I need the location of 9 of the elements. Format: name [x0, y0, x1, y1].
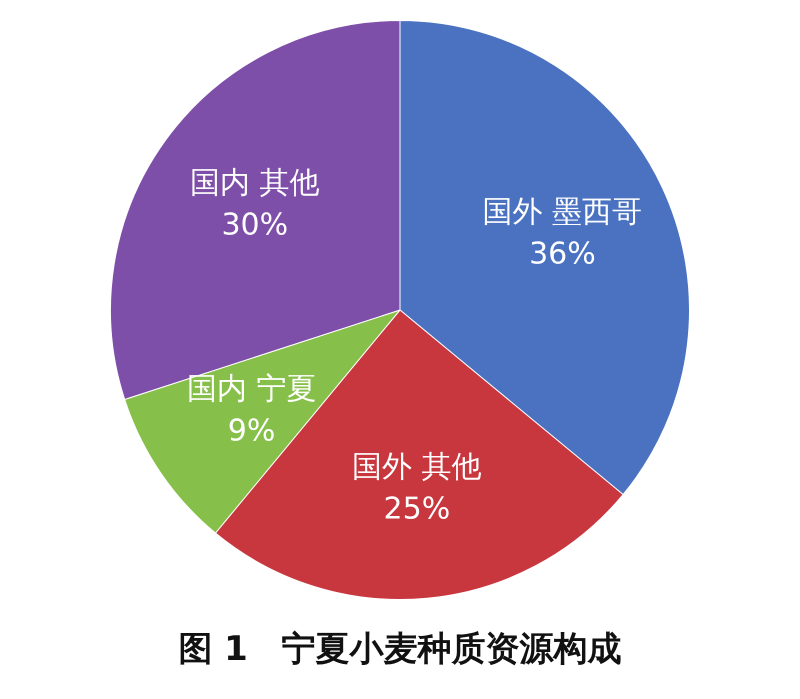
data-label: 30%: [221, 207, 288, 242]
data-label: 25%: [384, 491, 450, 526]
slice-label: 国内 其他: [190, 165, 320, 200]
data-label: 9%: [228, 414, 276, 449]
slice-label: 国外 其他: [352, 449, 482, 484]
text: 图 1 宁夏小麦种质资源构成: [177, 628, 623, 671]
data-label: 36%: [529, 236, 596, 272]
slice-label: 国内 宁夏: [186, 372, 316, 407]
slice-label: 国外 墨西哥: [482, 194, 642, 230]
